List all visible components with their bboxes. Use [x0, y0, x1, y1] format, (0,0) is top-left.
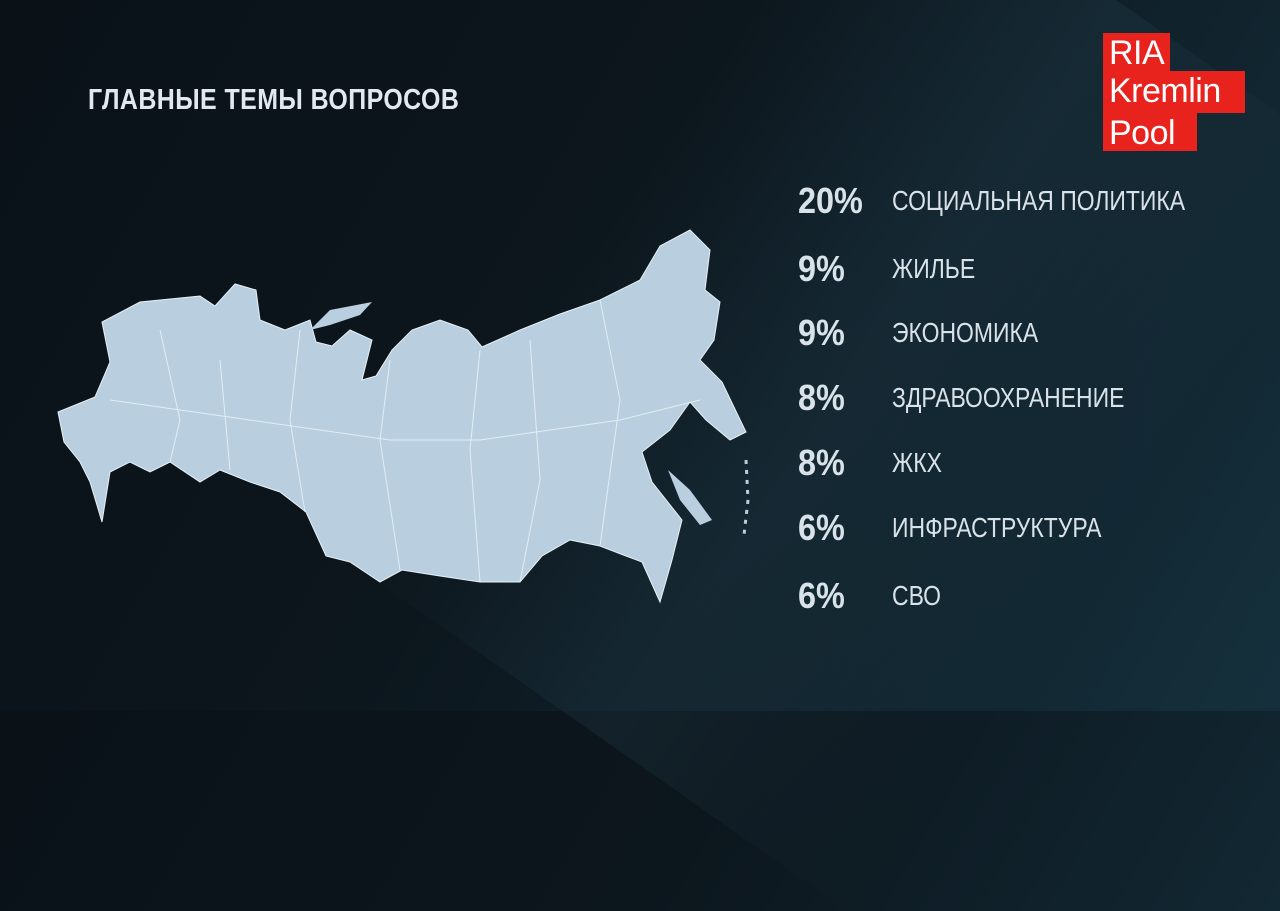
kuril-islands [742, 459, 750, 536]
topic-percent: 6% [798, 507, 845, 548]
topic-row: 6% ИНФРАСТРУКТУРА [798, 507, 1147, 549]
topic-row: 6% СВО [798, 575, 952, 617]
topic-percent: 9% [798, 248, 845, 289]
russia-map [57, 229, 750, 604]
topic-row: 20% СОЦИАЛЬНАЯ ПОЛИТИКА [798, 180, 1249, 222]
topic-percent: 20% [798, 180, 863, 221]
topic-label: ЭКОНОМИКА [892, 317, 1039, 348]
page-title: ГЛАВНЫЕ ТЕМЫ ВОПРОСОВ [88, 84, 460, 116]
russia-map-shape [57, 229, 747, 604]
region-borders [109, 299, 701, 583]
novaya-zemlya-island [310, 302, 372, 330]
topic-label: ЖКХ [892, 447, 942, 478]
topic-percent: 9% [798, 312, 845, 353]
logo-line: RIA [1103, 33, 1170, 72]
topic-row: 9% ЭКОНОМИКА [798, 312, 1070, 354]
logo-line: Pool [1103, 113, 1197, 152]
topic-label: СОЦИАЛЬНАЯ ПОЛИТИКА [892, 185, 1186, 216]
topic-percent: 8% [798, 377, 845, 418]
topic-row: 8% ЖКХ [798, 442, 953, 484]
topic-label: ИНФРАСТРУКТУРА [892, 512, 1102, 543]
logo-line: Kremlin [1103, 71, 1245, 113]
topic-percent: 8% [798, 442, 845, 483]
topic-label: ЗДРАВООХРАНЕНИЕ [892, 382, 1125, 413]
topic-label: СВО [892, 580, 941, 611]
topic-percent: 6% [798, 575, 845, 616]
topic-label: ЖИЛЬЕ [892, 253, 976, 284]
sakhalin-island [668, 470, 712, 525]
ria-kremlin-pool-logo: RIA Kremlin Pool [1103, 33, 1245, 152]
topic-row: 8% ЗДРАВООХРАНЕНИЕ [798, 377, 1175, 419]
topic-row: 9% ЖИЛЬЕ [798, 248, 993, 290]
